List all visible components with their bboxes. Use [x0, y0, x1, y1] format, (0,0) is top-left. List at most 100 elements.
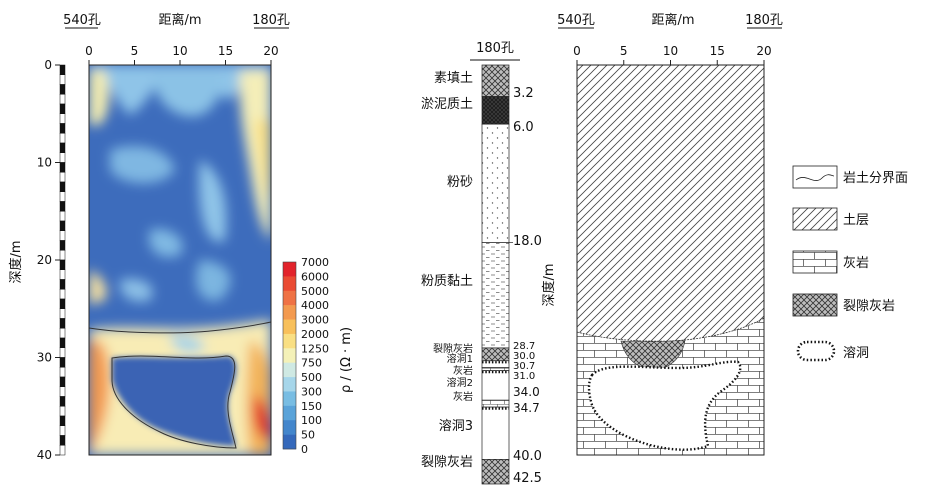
x-tick-label: 20	[756, 44, 771, 58]
x-tick-label: 20	[263, 44, 278, 58]
column-depth-label: 18.0	[513, 234, 542, 249]
ruler-segment	[59, 172, 66, 183]
colorbar-level-label: 100	[301, 414, 322, 427]
x-tick-label: 0	[85, 44, 93, 58]
ruler-segment	[59, 240, 66, 251]
column-layer	[481, 459, 510, 485]
ruler-segment	[59, 406, 66, 417]
column-layer-label: 淤泥质土	[421, 97, 473, 112]
fractured-limestone-zone	[620, 339, 686, 371]
column-depth-label: 34.0	[513, 385, 540, 399]
ruler-segment	[59, 337, 66, 348]
column-depth-label: 6.0	[513, 120, 534, 135]
column-depth-label: 42.5	[513, 471, 542, 486]
column-depth-label: 3.2	[513, 86, 534, 101]
column-title: 180孔	[476, 41, 514, 56]
crosshatch-icon	[792, 293, 838, 317]
legend-item-boundary: 岩土分界面	[792, 165, 908, 189]
ruler-segment	[59, 415, 66, 426]
column-y-axis-label: 深度/m	[541, 263, 557, 306]
y-tick-label: 0	[44, 58, 52, 72]
colorbar-swatch	[283, 333, 296, 349]
colorbar-level-label: 1250	[301, 342, 329, 355]
ruler-segment	[59, 269, 66, 280]
left-hole-label-180: 180孔	[252, 13, 290, 28]
colorbar-swatch	[283, 348, 296, 363]
column-layer-label: 溶洞2	[447, 376, 473, 389]
ruler-segment	[59, 298, 66, 309]
colorbar-swatch	[283, 377, 296, 392]
ruler-segment	[59, 396, 66, 407]
colorbar-level-label: 0	[301, 443, 308, 456]
column-layer-label: 裂隙灰岩	[421, 455, 473, 470]
ruler-segment	[59, 230, 66, 241]
legend-label-fractured: 裂隙灰岩	[843, 299, 895, 314]
borehole-column: 180孔 素填土淤泥质土粉砂粉质黏土裂隙灰岩溶洞1灰岩溶洞2灰岩溶洞3裂隙灰岩3…	[421, 41, 557, 486]
colorbar-level-label: 6000	[301, 270, 329, 283]
x-tick-label: 15	[218, 44, 233, 58]
colorbar-label: ρ / (Ω · m)	[339, 327, 354, 393]
ruler-segment	[59, 386, 66, 397]
ruler-segment	[59, 94, 66, 105]
column-layer	[481, 399, 510, 408]
column-layer	[481, 123, 510, 243]
geologic-section-panel: 540孔 距离/m 180孔 0 5 10 15 20	[557, 12, 783, 456]
right-x-ticks: 0 5 10 15 20	[573, 44, 772, 65]
column-depth-label: 30.7	[513, 361, 535, 372]
x-tick-label: 5	[131, 44, 139, 58]
legend-item-fractured: 裂隙灰岩	[792, 293, 895, 317]
ruler-segment	[59, 142, 66, 153]
x-tick-label: 10	[663, 44, 678, 58]
legend-label-limestone: 灰岩	[843, 256, 869, 271]
ruler-segment	[59, 328, 66, 339]
legend-item-soil: 土层	[792, 207, 869, 231]
colorbar-swatch	[283, 391, 296, 407]
left-y-ticks: 0 10 20 30 40	[37, 58, 60, 462]
left-x-axis-label: 距离/m	[158, 12, 201, 28]
column-depth-label: 40.0	[513, 449, 542, 464]
column-layer-label: 粉质黏土	[421, 273, 473, 289]
column-layer	[481, 242, 510, 349]
colorbar-swatch	[283, 305, 296, 320]
ruler-segment	[59, 211, 66, 222]
depth-ruler	[59, 64, 66, 456]
ruler-segment	[59, 357, 66, 368]
wavy-line-icon	[795, 174, 835, 181]
y-tick-label: 20	[37, 253, 52, 267]
legend-label-cave: 溶洞	[843, 346, 869, 361]
colorbar-level-label: 300	[301, 385, 322, 398]
ruler-segment	[59, 308, 66, 319]
ruler-segment	[59, 133, 66, 144]
column-depth-label: 30.0	[513, 351, 535, 362]
brick-icon	[792, 250, 838, 274]
diagonal-hatch-icon	[792, 207, 838, 231]
colorbar-level-label: 150	[301, 400, 322, 413]
colorbar-level-label: 50	[301, 429, 315, 442]
colorbar-swatch	[283, 362, 296, 378]
left-y-axis-label: 深度/m	[8, 240, 24, 283]
ruler-segment	[59, 123, 66, 134]
ruler-segment	[59, 74, 66, 85]
colorbar-level-label: 4000	[301, 299, 329, 312]
resistivity-image	[89, 65, 271, 455]
ruler-segment	[59, 425, 66, 436]
column-layer	[481, 367, 510, 371]
karst-cave	[587, 360, 742, 451]
ruler-segment	[59, 220, 66, 231]
left-x-ticks: 0 5 10 15 20	[85, 44, 279, 65]
ruler-segment	[59, 347, 66, 358]
ruler-segment	[59, 113, 66, 124]
colorbar-swatch	[283, 290, 296, 306]
column-layer-label: 灰岩	[453, 364, 473, 377]
column-layer-label: 溶洞3	[439, 419, 473, 434]
legend-item-cave: 溶洞	[796, 340, 869, 362]
ruler-segment	[59, 152, 66, 163]
colorbar-level-label: 3000	[301, 314, 329, 327]
column-layer	[481, 406, 510, 460]
colorbar-level-label: 7000	[301, 256, 329, 269]
colorbar-level-label: 5000	[301, 285, 329, 298]
ruler-segment	[59, 279, 66, 290]
ruler-segment	[59, 435, 66, 446]
column-layer-label: 素填土	[434, 71, 473, 86]
